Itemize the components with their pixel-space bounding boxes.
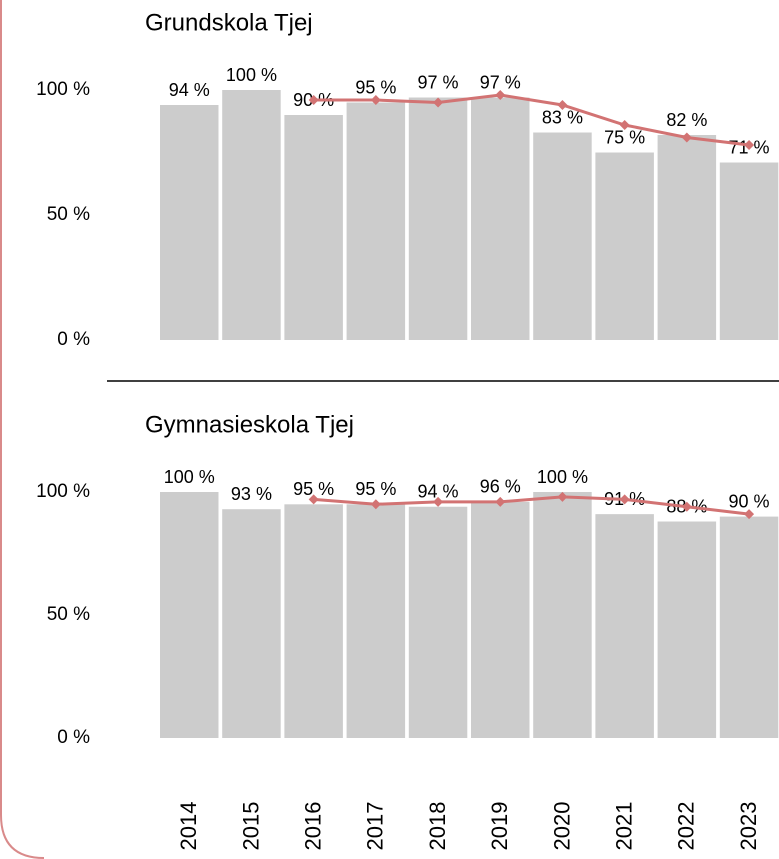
line-marker bbox=[495, 496, 506, 507]
bar bbox=[657, 521, 717, 738]
value-label: 82 % bbox=[666, 110, 707, 130]
value-label: 100 % bbox=[537, 467, 588, 487]
line-marker bbox=[370, 499, 381, 510]
bar bbox=[284, 504, 343, 738]
line-marker bbox=[370, 95, 381, 105]
bar bbox=[595, 514, 654, 738]
value-label: 90 % bbox=[729, 491, 770, 511]
line-marker bbox=[308, 95, 319, 105]
bar bbox=[222, 509, 281, 738]
value-label: 93 % bbox=[231, 484, 272, 504]
value-label: 100 % bbox=[226, 65, 277, 85]
chart-title: Gymnasieskola Tjej bbox=[145, 411, 354, 438]
bar bbox=[719, 516, 779, 738]
x-tick-label: 2019 bbox=[487, 802, 512, 851]
bar bbox=[408, 506, 468, 738]
line-marker bbox=[308, 494, 319, 505]
y-tick-label: 100 % bbox=[36, 481, 90, 502]
line bbox=[313, 495, 750, 516]
line bbox=[313, 93, 750, 147]
line-marker bbox=[681, 501, 692, 512]
line-marker bbox=[744, 140, 755, 150]
x-tick-label: 2015 bbox=[238, 802, 263, 851]
chart-title: Grundskola Tjej bbox=[145, 9, 313, 36]
y-tick-label: 50 % bbox=[47, 204, 90, 225]
bar bbox=[160, 105, 219, 340]
line-marker bbox=[433, 97, 444, 108]
value-label: 83 % bbox=[542, 107, 583, 127]
line-marker bbox=[557, 491, 568, 502]
line-marker bbox=[557, 100, 568, 110]
bar bbox=[222, 90, 281, 340]
bar bbox=[471, 97, 530, 340]
line-marker bbox=[619, 494, 630, 505]
bar bbox=[595, 152, 654, 340]
bar bbox=[719, 162, 779, 340]
y-tick-label: 50 % bbox=[47, 604, 90, 625]
line-marker bbox=[433, 496, 444, 507]
x-tick-label: 2018 bbox=[425, 802, 450, 851]
bar bbox=[533, 492, 592, 738]
x-tick-label: 2021 bbox=[611, 802, 636, 851]
value-label: 97 % bbox=[480, 72, 521, 92]
bar bbox=[284, 115, 343, 340]
line-marker bbox=[495, 90, 506, 100]
bar bbox=[160, 492, 219, 738]
bar bbox=[657, 135, 717, 340]
bar bbox=[533, 132, 592, 340]
value-label: 95 % bbox=[355, 479, 396, 499]
value-label: 94 % bbox=[169, 80, 210, 100]
line-marker bbox=[619, 120, 630, 130]
value-label: 100 % bbox=[164, 467, 215, 487]
y-tick-label: 100 % bbox=[36, 79, 90, 100]
bar bbox=[346, 504, 406, 738]
value-label: 96 % bbox=[480, 477, 521, 497]
frame bbox=[0, 0, 45, 859]
x-tick-label: 2017 bbox=[363, 802, 388, 851]
bar bbox=[408, 97, 468, 340]
bar bbox=[471, 501, 530, 738]
value-label: 75 % bbox=[604, 127, 645, 147]
y-tick-label: 0 % bbox=[57, 727, 90, 748]
x-tick-label: 2023 bbox=[736, 802, 761, 851]
x-tick-label: 2016 bbox=[300, 802, 325, 851]
line-marker bbox=[744, 509, 755, 520]
x-tick-label: 2014 bbox=[176, 802, 201, 851]
x-tick-label: 2020 bbox=[549, 802, 574, 851]
line-marker bbox=[681, 132, 692, 143]
value-label: 95 % bbox=[293, 479, 334, 499]
value-label: 94 % bbox=[418, 482, 459, 502]
value-label: 95 % bbox=[355, 77, 396, 97]
bar bbox=[346, 102, 406, 340]
y-tick-label: 0 % bbox=[57, 329, 90, 350]
value-label: 97 % bbox=[418, 72, 459, 92]
x-tick-label: 2022 bbox=[674, 802, 699, 851]
